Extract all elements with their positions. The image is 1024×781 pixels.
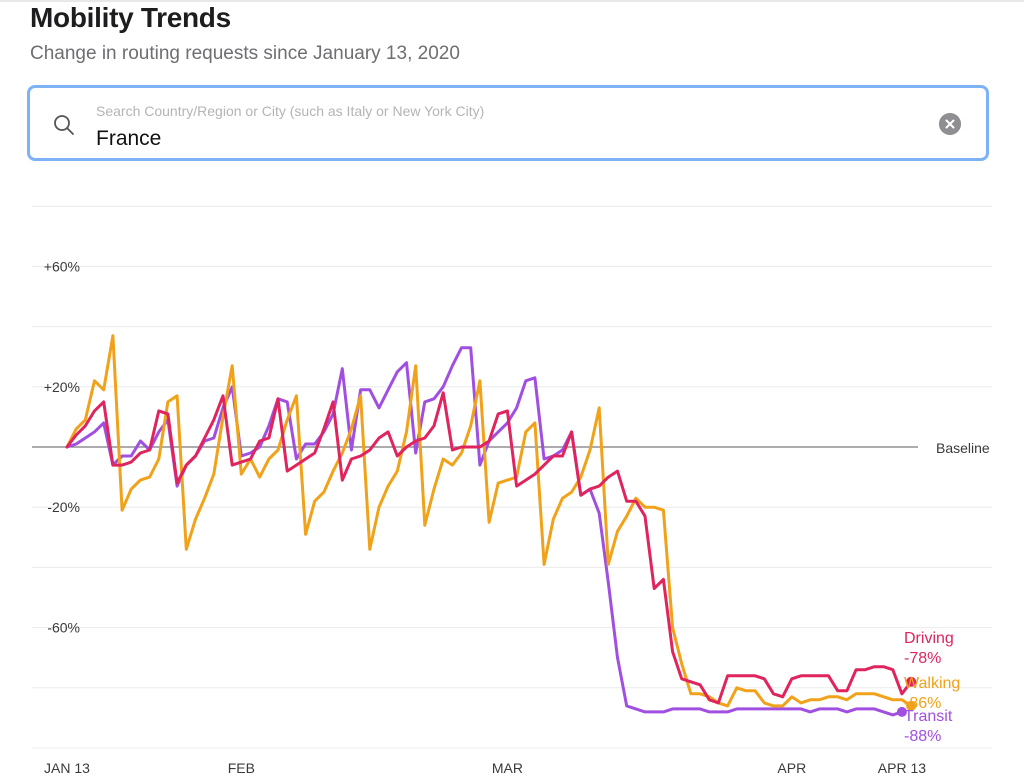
series-line-driving bbox=[65, 391, 913, 705]
end-labels: Driving -78% Walking -86%Transit -88% bbox=[904, 630, 960, 745]
series-endpoint-transit bbox=[896, 706, 907, 717]
end-label-name-walking: Walking bbox=[904, 675, 960, 692]
end-label-name-driving: Driving bbox=[904, 630, 954, 647]
gridlines bbox=[32, 205, 992, 749]
end-label-value-walking: -86% bbox=[904, 695, 941, 712]
x-tick-label: APR bbox=[777, 760, 806, 776]
y-tick-label: -20% bbox=[47, 499, 80, 515]
y-tick-label: +20% bbox=[44, 379, 80, 395]
x-tick-label: FEB bbox=[228, 760, 255, 776]
page-title: Mobility Trends bbox=[30, 2, 231, 33]
search-icon bbox=[54, 115, 74, 135]
top-divider bbox=[0, 0, 1024, 2]
baseline-label: Baseline bbox=[936, 440, 990, 456]
search-box[interactable]: Search Country/Region or City (such as I… bbox=[27, 85, 989, 161]
y-tick-label: -60% bbox=[47, 620, 80, 636]
series-endpoint-walking bbox=[906, 700, 917, 711]
clear-icon[interactable] bbox=[939, 113, 961, 135]
end-label-value-driving: -78% bbox=[904, 650, 941, 667]
search-placeholder: Search Country/Region or City (such as I… bbox=[96, 103, 485, 119]
mobility-chart: +60% +20% -20% -60% Baseline JAN 13 FEB MAR AP… bbox=[32, 205, 992, 776]
series-lines bbox=[65, 334, 917, 717]
end-label-value-transit: -88% bbox=[904, 728, 941, 745]
x-tick-label: JAN 13 bbox=[44, 760, 90, 776]
page-subtitle: Change in routing requests since January… bbox=[30, 43, 460, 64]
series-endpoint-driving bbox=[906, 676, 917, 687]
y-tick-label: +60% bbox=[44, 258, 80, 274]
x-tick-label: APR 13 bbox=[878, 760, 926, 776]
end-label-name-transit: Transit bbox=[904, 708, 953, 725]
x-tick-label: MAR bbox=[492, 760, 523, 776]
search-input[interactable]: France bbox=[96, 127, 162, 150]
x-axis: JAN 13 FEB MAR APR APR 13 bbox=[44, 760, 926, 776]
series-line-walking bbox=[65, 334, 913, 708]
y-axis: +60% +20% -20% -60% bbox=[44, 258, 80, 635]
